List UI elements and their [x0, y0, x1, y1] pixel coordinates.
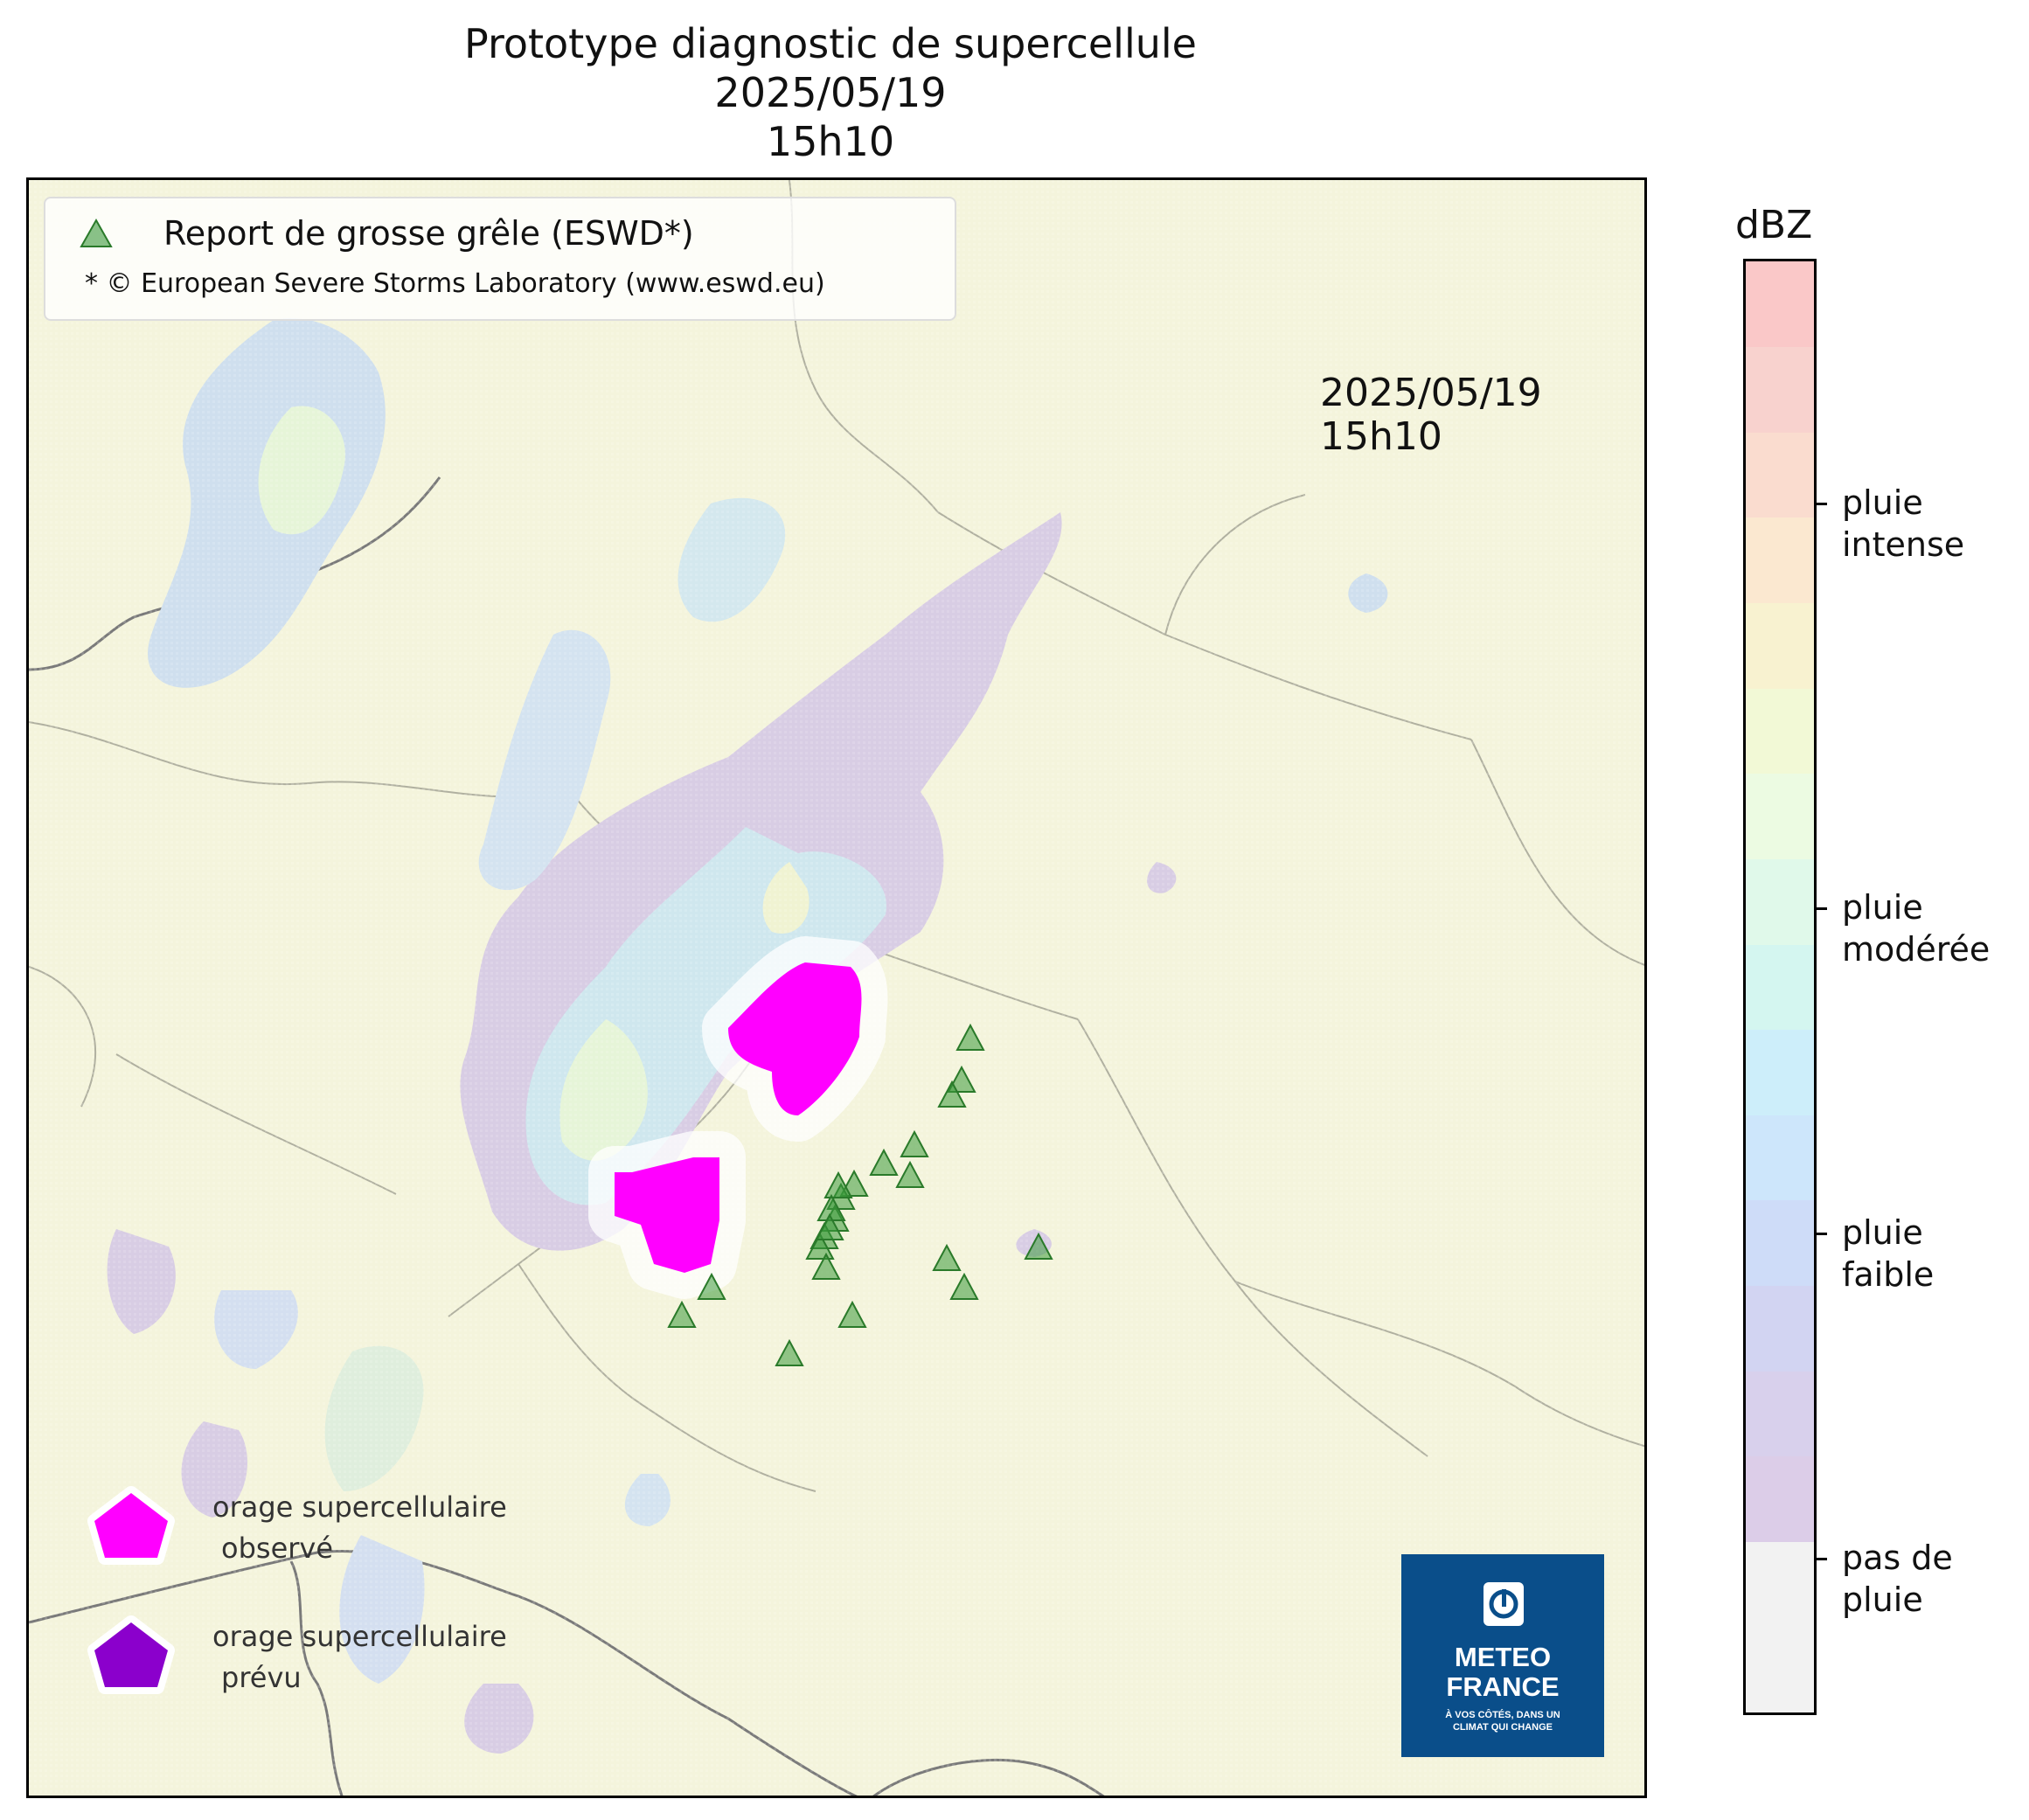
hail-report-marker — [823, 1170, 853, 1198]
hail-report-marker — [815, 1212, 844, 1240]
hail-report-marker — [949, 1272, 979, 1300]
hail-report-marker — [869, 1148, 899, 1176]
colorbar-tick — [1817, 1233, 1827, 1235]
meteo-france-logo: METEO FRANCE À VOS CÔTÉS, DANS UN CLIMAT… — [1401, 1554, 1604, 1757]
map-canvas — [29, 180, 1644, 1796]
map-date-stamp: 2025/05/19 — [1320, 371, 1542, 415]
hail-report-marker — [947, 1065, 976, 1093]
colorbar-segment — [1746, 944, 1814, 1031]
logo-tagline-2: CLIMAT QUI CHANGE — [1452, 1722, 1553, 1733]
hail-legend: Report de grosse grêle (ESWD*) * © Europ… — [44, 197, 956, 321]
hail-report-marker — [932, 1243, 962, 1271]
hail-report-marker — [895, 1160, 925, 1188]
chart-title-date: 2025/05/19 — [714, 69, 947, 116]
colorbar-segment — [1746, 688, 1814, 775]
supercell-observed-polygon-1 — [728, 962, 862, 1115]
colorbar-tick — [1817, 503, 1827, 505]
hail-report-marker — [837, 1300, 867, 1328]
logo-tagline-1: À VOS CÔTÉS, DANS UN — [1445, 1710, 1560, 1720]
supercell-observed-polygon-2 — [615, 1157, 719, 1273]
colorbar-tick — [1817, 1558, 1827, 1560]
colorbar-segment — [1746, 1371, 1814, 1457]
observed-legend-label-2: observé — [221, 1532, 334, 1565]
colorbar-segment — [1746, 261, 1814, 347]
colorbar-label-no-rain-2: pluie — [1842, 1580, 1923, 1619]
forecast-legend-label-1: orage supercellulaire — [212, 1620, 507, 1653]
colorbar-segment — [1746, 1541, 1814, 1628]
colorbar-label-light-1: pluie — [1842, 1213, 1923, 1252]
logo-text-france: FRANCE — [1446, 1671, 1560, 1702]
hail-report-marker — [697, 1272, 726, 1300]
supercell-observed — [588, 936, 888, 1299]
colorbar-segment — [1746, 858, 1814, 945]
colorbar-segment — [1746, 432, 1814, 518]
colorbar-segment — [1746, 1200, 1814, 1287]
observed-supercell-legend-icon — [87, 1486, 175, 1565]
colorbar-label-moderate-1: pluie — [1842, 888, 1923, 927]
chart-title: Prototype diagnostic de supercellule — [464, 20, 1197, 67]
colorbar-label-heavy-2: intense — [1842, 525, 1965, 564]
colorbar-label-light-2: faible — [1842, 1255, 1935, 1294]
hail-legend-label: Report de grosse grêle (ESWD*) — [163, 214, 694, 253]
colorbar-tick — [1817, 907, 1827, 910]
colorbar-label-heavy-1: pluie — [1842, 483, 1923, 522]
map-panel — [26, 177, 1647, 1798]
hail-report-marker — [805, 1232, 835, 1260]
hail-triangle-icon — [80, 218, 113, 247]
logo-text-meteo: METEO — [1454, 1642, 1552, 1672]
colorbar-segment — [1746, 1285, 1814, 1372]
hail-report-marker — [937, 1080, 967, 1108]
hail-report-marker — [900, 1129, 929, 1157]
colorbar-segment — [1746, 773, 1814, 859]
colorbar-segment — [1746, 1627, 1814, 1712]
colorbar-segment — [1746, 602, 1814, 689]
colorbar — [1743, 259, 1817, 1715]
hail-report-marker — [775, 1338, 804, 1366]
colorbar-label-moderate-2: modérée — [1842, 930, 1991, 969]
hail-report-marker — [811, 1252, 841, 1280]
hail-report-marker — [667, 1300, 697, 1328]
colorbar-segment — [1746, 1115, 1814, 1201]
colorbar-segment — [1746, 1029, 1814, 1115]
map-time-stamp: 15h10 — [1320, 414, 1442, 459]
colorbar-title: dBZ — [1735, 203, 1813, 247]
colorbar-segment — [1746, 1456, 1814, 1543]
meteo-france-emblem-icon — [1484, 1582, 1524, 1626]
hail-report-marker — [955, 1023, 985, 1051]
colorbar-segment — [1746, 346, 1814, 433]
colorbar-label-no-rain-1: pas de — [1842, 1539, 1953, 1577]
colorbar-segment — [1746, 517, 1814, 603]
hail-legend-credit: * © European Severe Storms Laboratory (w… — [85, 268, 825, 299]
forecast-supercell-legend-icon — [87, 1615, 175, 1694]
chart-title-time: 15h10 — [766, 118, 895, 165]
hail-reports — [667, 1023, 1053, 1366]
observed-legend-label-1: orage supercellulaire — [212, 1490, 507, 1524]
hail-report-marker — [1024, 1232, 1053, 1260]
forecast-legend-label-2: prévu — [221, 1661, 302, 1694]
